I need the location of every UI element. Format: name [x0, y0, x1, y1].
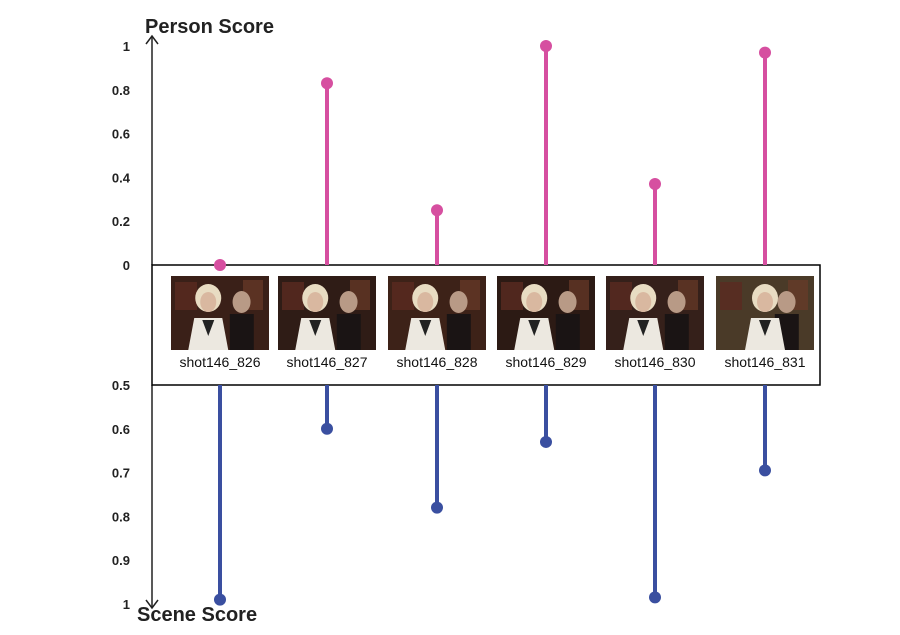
thumbnail-figure-head: [558, 291, 577, 313]
thumbnail-top: [309, 320, 322, 336]
person-score-dot: [431, 204, 443, 217]
thumbnail-figure-head: [232, 291, 251, 313]
person-score-dot: [759, 46, 771, 59]
scene-tick-label: 0.9: [112, 553, 130, 568]
person-axis-title: Person Score: [145, 16, 274, 38]
shot-thumbnail: [278, 276, 376, 350]
person-tick-label: 0: [123, 258, 130, 273]
scene-score-dot: [649, 591, 661, 604]
scene-tick-label: 0.8: [112, 509, 130, 524]
shot-thumbnail: [171, 276, 269, 350]
shot-thumbnail: [388, 276, 486, 350]
thumbnail-face: [417, 292, 434, 312]
thumbnail-figure-head: [339, 291, 358, 313]
shot-label: shot146_828: [397, 354, 478, 370]
thumbnail-top: [202, 320, 215, 336]
shot-thumbnail: [606, 276, 704, 350]
thumbnail-face: [526, 292, 543, 312]
scene-score-dot: [321, 422, 333, 435]
thumbnail-face: [200, 292, 217, 312]
thumbnail-wall-panel: [610, 282, 632, 310]
scene-tick-label: 0.5: [112, 378, 130, 393]
thumbnail-face: [757, 292, 773, 312]
shot-label: shot146_829: [506, 354, 587, 370]
thumbnail-figure-head: [449, 291, 468, 313]
thumbnail-top: [637, 320, 650, 336]
shot-thumbnail: [716, 276, 814, 350]
person-axis-arrow: [145, 34, 159, 45]
person-tick-label: 0.8: [112, 83, 130, 98]
thumbnail-figure-body: [229, 314, 254, 350]
thumbnail-figure-body: [555, 314, 580, 350]
person-score-dot: [540, 40, 552, 52]
thumbnail-top: [419, 320, 432, 336]
thumbnail-figure-head: [777, 291, 796, 313]
thumbnail-figure-body: [664, 314, 689, 350]
scene-score-dot: [540, 435, 552, 448]
scene-tick-label: 0.7: [112, 466, 130, 481]
thumbnail-wall-panel: [720, 282, 742, 310]
person-tick-label: 0.6: [112, 127, 130, 142]
person-tick-label: 1: [123, 39, 130, 54]
scene-score-dot: [431, 501, 443, 514]
shot-label: shot146_830: [615, 354, 696, 370]
thumbnail-wall-panel: [392, 282, 414, 310]
person-tick-label: 0.2: [112, 214, 130, 229]
scene-tick-label: 1: [123, 597, 130, 612]
thumbnail-top: [528, 320, 541, 336]
person-tick-label: 0.4: [112, 170, 131, 185]
thumbnail-face: [635, 292, 652, 312]
scene-axis-arrow: [145, 599, 159, 610]
thumbnail-figure-body: [446, 314, 471, 350]
scene-tick-label: 0.6: [112, 422, 130, 437]
thumbnail-figure-body: [336, 314, 361, 350]
person-score-dot: [321, 77, 333, 90]
shot-thumbnail: [497, 276, 595, 350]
shot-label: shot146_826: [180, 354, 261, 370]
thumbnail-wall-panel: [175, 282, 197, 310]
thumbnail-wall-panel: [282, 282, 304, 310]
thumbnail-top: [759, 320, 771, 336]
thumbnail-figure-head: [667, 291, 686, 313]
scene-score-dot: [214, 593, 226, 606]
shot-label: shot146_831: [725, 354, 806, 370]
thumbnail-face: [307, 292, 324, 312]
scene-score-dot: [759, 464, 771, 477]
person-score-dot: [649, 177, 661, 190]
scene-axis-title: Scene Score: [137, 604, 257, 626]
person-score-dot: [214, 259, 226, 271]
shot-label: shot146_827: [287, 354, 368, 370]
thumbnail-wall-panel: [501, 282, 523, 310]
